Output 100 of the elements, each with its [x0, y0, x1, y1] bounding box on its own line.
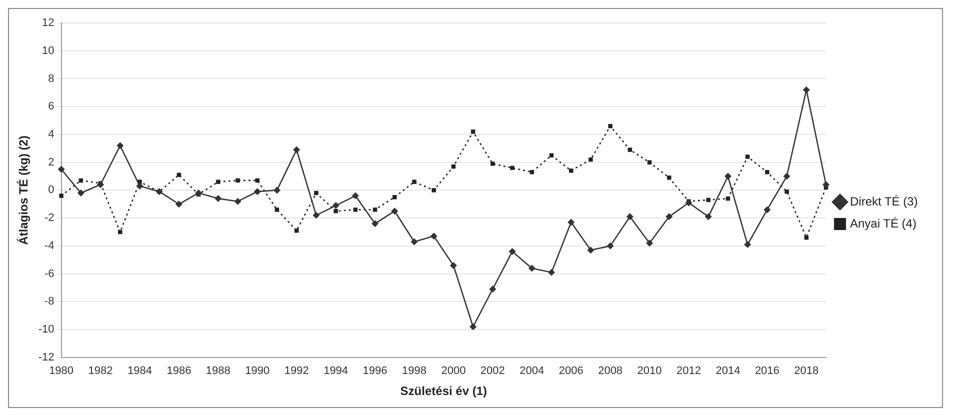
point — [353, 208, 358, 212]
x-tick-label: 1982 — [88, 365, 113, 378]
point — [391, 208, 398, 215]
point — [352, 192, 359, 200]
point — [587, 246, 594, 254]
x-tick-label: 1998 — [402, 365, 426, 378]
point — [214, 195, 222, 202]
x-tick-label: 2016 — [754, 365, 780, 378]
point — [470, 323, 477, 330]
point — [608, 124, 612, 128]
point — [97, 181, 104, 188]
x-tick-label: 1990 — [245, 365, 270, 378]
y-tick-label: 12 — [42, 17, 54, 30]
x-tick-label: 1996 — [362, 365, 388, 378]
x-tick-label: 1994 — [324, 365, 348, 378]
point — [332, 202, 340, 210]
y-tick-label: -6 — [44, 268, 54, 280]
point — [432, 188, 436, 192]
x-tick-label: 2008 — [598, 365, 623, 378]
legend-label: Direkt TÉ (3) — [850, 194, 918, 208]
point — [450, 262, 457, 269]
point — [195, 189, 202, 196]
point — [724, 172, 732, 180]
point — [510, 166, 514, 170]
point — [116, 142, 124, 150]
y-axis-title: Átlagios TÉ (kg) (2) — [16, 136, 31, 245]
x-tick-label: 1984 — [127, 365, 152, 378]
x-tick-label: 1986 — [166, 365, 192, 378]
y-tick-label: -12 — [38, 351, 54, 364]
point — [626, 213, 634, 220]
point — [528, 264, 536, 272]
x-tick-label: 2010 — [637, 365, 662, 378]
point — [430, 232, 438, 240]
point — [489, 286, 496, 293]
y-tick-label: -10 — [38, 324, 54, 336]
point — [234, 198, 242, 205]
y-tick-label: -2 — [44, 212, 54, 224]
legend-label: Anyai TÉ (4) — [850, 216, 916, 230]
point — [490, 162, 495, 166]
point — [293, 146, 300, 154]
point — [372, 208, 378, 212]
x-tick-label: 2018 — [794, 365, 819, 378]
point — [392, 195, 397, 200]
point — [646, 240, 654, 247]
point — [783, 172, 790, 180]
y-tick-label: 0 — [48, 184, 54, 196]
point — [628, 148, 632, 152]
point — [58, 166, 65, 173]
point — [410, 238, 418, 246]
x-tick-label: 2014 — [716, 365, 740, 378]
point — [508, 248, 516, 256]
point — [312, 212, 320, 219]
point — [784, 189, 789, 194]
point — [667, 176, 672, 180]
x-tick-label: 1992 — [284, 365, 309, 378]
point — [175, 200, 182, 208]
point — [568, 168, 574, 173]
x-tick-label: 1988 — [206, 365, 230, 378]
y-tick-label: 8 — [48, 72, 54, 85]
y-tick-label: 2 — [48, 156, 54, 168]
x-tick-label: 2000 — [441, 365, 466, 378]
point — [764, 206, 771, 214]
point — [372, 220, 379, 228]
point — [666, 213, 673, 220]
point — [744, 241, 752, 248]
point — [254, 188, 261, 196]
point — [216, 180, 220, 184]
y-tick-label: 6 — [48, 100, 54, 113]
point — [59, 194, 64, 198]
point — [236, 178, 240, 183]
point — [412, 180, 416, 184]
point — [822, 181, 830, 188]
point — [274, 208, 280, 212]
point — [765, 170, 770, 174]
point — [802, 86, 810, 94]
y-tick-label: -8 — [44, 296, 54, 308]
point — [136, 182, 144, 190]
point — [273, 186, 280, 194]
y-tick-label: -4 — [44, 240, 54, 252]
point — [588, 157, 593, 162]
point — [334, 208, 338, 214]
point — [314, 190, 318, 196]
point — [745, 154, 750, 159]
point — [548, 268, 555, 276]
point — [685, 199, 692, 206]
point — [470, 130, 476, 134]
point — [549, 153, 554, 158]
x-tick-label: 2002 — [480, 365, 505, 378]
x-tick-label: 1980 — [49, 365, 74, 378]
point — [568, 218, 575, 226]
point — [606, 242, 614, 250]
x-tick-label: 2004 — [520, 365, 544, 378]
x-tick-label: 2006 — [558, 365, 584, 378]
point — [77, 189, 84, 196]
y-tick-label: 10 — [42, 44, 54, 57]
y-tick-label: 4 — [48, 128, 54, 140]
point — [704, 213, 712, 220]
x-axis-title: Születési év (1) — [400, 384, 487, 398]
point — [647, 160, 652, 164]
point — [706, 198, 710, 202]
